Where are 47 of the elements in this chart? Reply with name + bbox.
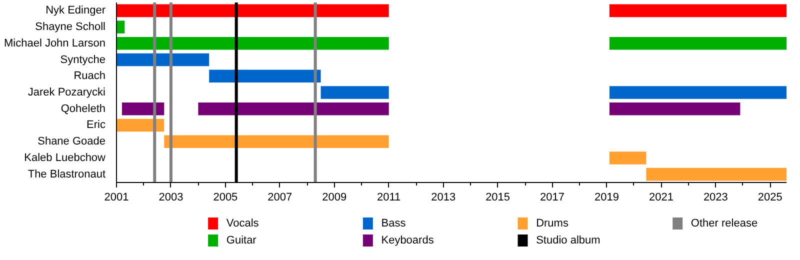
bar [116,118,164,132]
bar [646,168,786,181]
x-tick-label: 2023 [703,192,728,204]
x-tick-label: 2021 [648,192,674,204]
x-tick-label: 2007 [268,192,292,204]
x-tick-label: 2005 [213,192,238,204]
x-tick-label: 2015 [486,192,510,204]
bar [116,4,389,18]
y-tick-label: Qoheleth [60,102,106,115]
y-tick-label: Syntyche [60,54,106,66]
x-tick-label: 2011 [377,192,401,204]
bar [320,86,389,99]
y-tick-label: Nyk Edinger [46,4,106,17]
x-tick-label: 2001 [104,192,129,204]
bar [609,152,646,164]
y-tick-label: Michael John Larson [4,37,106,50]
x-tick-label: 2019 [594,192,619,204]
legend-label: Bass [381,218,406,230]
legend-label: Studio album [536,234,600,246]
bar [609,37,786,50]
y-tick-label: Shayne Scholl [35,21,106,34]
bar [198,102,389,116]
bar [609,4,786,18]
x-tick-label: 2013 [431,192,456,204]
bar [116,37,389,50]
legend-label: Other release [690,218,758,230]
bar [116,53,210,66]
y-tick-label: The Blastronaut [28,168,106,180]
bar [609,86,786,99]
bar [164,135,389,148]
x-tick-label: 2025 [758,192,782,204]
y-tick-label: Shane Goade [38,136,106,148]
bar [116,20,125,34]
legend-label: Vocals [226,218,260,230]
y-tick-label: Eric [86,119,106,132]
bar [209,70,321,83]
y-tick-label: Jarek Pozarycki [28,86,106,98]
bar [609,102,740,116]
x-tick-label: 2017 [540,192,565,204]
legend-label: Drums [536,218,569,230]
legend-label: Guitar [226,234,257,246]
bar [122,102,164,116]
x-tick-label: 2009 [322,192,347,204]
y-tick-label: Kaleb Luebchow [24,152,106,164]
legend-label: Keyboards [381,234,434,246]
y-tick-label: Ruach [74,70,106,82]
x-tick-label: 2003 [158,192,184,204]
